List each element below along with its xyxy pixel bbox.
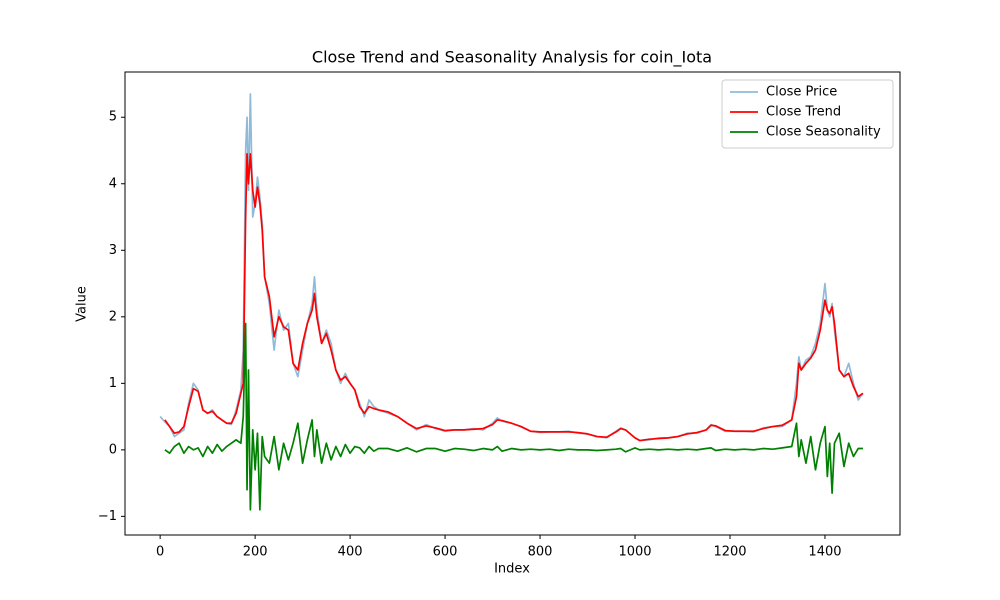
axes-frame — [124, 71, 901, 536]
y-tick-label: 3 — [109, 243, 117, 258]
y-tick-label: 4 — [109, 176, 117, 191]
y-tick-label: 0 — [109, 442, 117, 457]
x-tick-label: 600 — [433, 545, 458, 560]
x-tick-label: 1200 — [713, 545, 746, 560]
data-line — [164, 322, 863, 511]
legend-box — [721, 79, 894, 149]
x-tick-label: 200 — [243, 545, 268, 560]
legend-label: Close Trend — [766, 105, 841, 120]
y-tick-label: −1 — [98, 509, 117, 524]
x-axis-label: Index — [494, 562, 530, 577]
plot-area — [159, 93, 864, 511]
y-tick-label: 5 — [109, 110, 117, 125]
y-tick-label: 1 — [109, 376, 117, 391]
chart-title: Close Trend and Seasonality Analysis for… — [312, 48, 712, 68]
legend-label: Close Seasonality — [766, 125, 881, 140]
y-axis-label: Value — [75, 286, 90, 322]
x-tick-label: 1400 — [808, 545, 841, 560]
y-tick-label: 2 — [109, 309, 117, 324]
legend-label: Close Price — [766, 85, 837, 100]
x-tick-label: 0 — [156, 545, 164, 560]
x-tick-label: 1000 — [618, 545, 651, 560]
data-line — [164, 152, 864, 442]
x-tick-label: 800 — [528, 545, 553, 560]
x-tick-label: 400 — [338, 545, 363, 560]
